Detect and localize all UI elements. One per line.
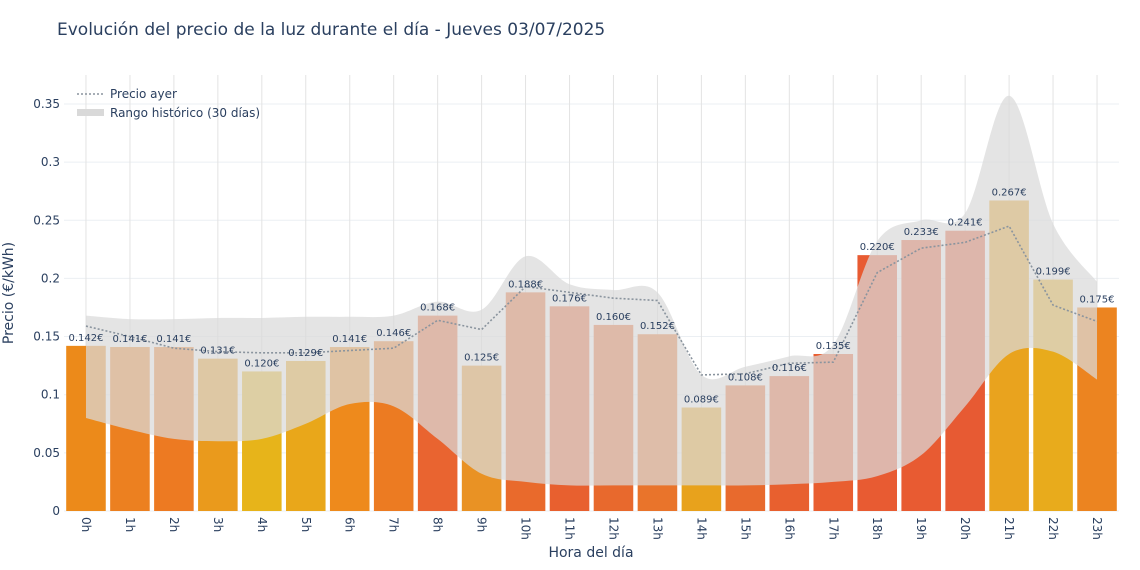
- bar-value-label: 0.131€: [200, 346, 235, 357]
- bar-value-label: 0.089€: [684, 394, 719, 405]
- y-tick-label: 0.3: [41, 155, 60, 169]
- x-tick-label: 16h: [782, 517, 796, 540]
- bar-value-label: 0.176€: [552, 293, 587, 304]
- y-tick-label: 0.25: [33, 213, 60, 227]
- x-tick-label: 0h: [79, 517, 93, 532]
- x-tick-label: 1h: [123, 517, 137, 532]
- x-tick-label: 10h: [519, 517, 533, 540]
- legend[interactable]: Precio ayer Rango histórico (30 días): [77, 87, 260, 120]
- bar-value-label: 0.116€: [772, 363, 807, 374]
- bar-value-label: 0.141€: [332, 334, 367, 345]
- historic-range-band: [85, 95, 1098, 486]
- x-tick-label: 6h: [343, 517, 357, 532]
- x-tick-label: 22h: [1046, 517, 1060, 540]
- x-tick-label: 3h: [211, 517, 225, 532]
- bar-value-label: 0.141€: [156, 334, 191, 345]
- x-tick-label: 9h: [475, 517, 489, 532]
- x-tick-label: 12h: [606, 517, 620, 540]
- bar-labels: 0.142€ 0.141€ 0.141€ 0.131€ 0.120€ 0.129€ 0.14…: [68, 187, 1114, 405]
- bar-value-label: 0.108€: [728, 372, 763, 383]
- x-tick-label: 17h: [826, 517, 840, 540]
- x-axis-title: Hora del día: [548, 545, 633, 561]
- x-tick-label: 2h: [167, 517, 181, 532]
- x-tick-label: 14h: [694, 517, 708, 540]
- bar-value-label: 0.199€: [1036, 267, 1071, 278]
- x-tick-label: 7h: [387, 517, 401, 532]
- bar-value-label: 0.129€: [288, 348, 323, 359]
- x-tick-label: 19h: [914, 517, 928, 540]
- bar-value-label: 0.175€: [1080, 294, 1115, 305]
- y-tick-label: 0.1: [41, 388, 60, 402]
- y-tick-label: 0.05: [33, 446, 60, 460]
- bar-value-label: 0.168€: [420, 303, 455, 314]
- bar-value-label: 0.135€: [816, 341, 851, 352]
- bar-value-label: 0.220€: [860, 242, 895, 253]
- bar-value-label: 0.267€: [992, 187, 1027, 198]
- bar-value-label: 0.188€: [508, 279, 543, 290]
- y-tick-label: 0: [52, 504, 60, 518]
- historic-range-area: [85, 95, 1098, 486]
- legend-band-swatch: [77, 109, 104, 116]
- bar-value-label: 0.233€: [904, 227, 939, 238]
- chart-title: Evolución del precio de la luz durante e…: [57, 20, 606, 40]
- bar-value-label: 0.241€: [948, 218, 983, 229]
- x-tick-label: 20h: [958, 517, 972, 540]
- x-tick-label: 21h: [1002, 517, 1016, 540]
- y-tick-label: 0.35: [33, 97, 60, 111]
- x-tick-label: 23h: [1090, 517, 1104, 540]
- y-tick-label: 0.15: [33, 330, 60, 344]
- x-tick-label: 4h: [255, 517, 269, 532]
- x-tick-label: 8h: [431, 517, 445, 532]
- x-axis: 0h 1h 2h 3h 4h 5h 6h 7h 8h 9h 10h 11h 12h 13h 14h 15h 16…: [79, 517, 1104, 540]
- x-tick-label: 11h: [563, 517, 577, 540]
- y-axis-title: Precio (€/kWh): [1, 242, 17, 344]
- x-tick-label: 13h: [650, 517, 664, 540]
- bar-value-label: 0.146€: [376, 328, 411, 339]
- y-axis: 0 0.05 0.1 0.15 0.2 0.25 0.3 0.35: [33, 97, 60, 518]
- bar-value-label: 0.120€: [244, 358, 279, 369]
- bar-value-label: 0.142€: [68, 333, 103, 344]
- legend-label-precio-ayer: Precio ayer: [110, 87, 177, 101]
- legend-label-rango-historico: Rango histórico (30 días): [110, 106, 260, 120]
- x-tick-label: 5h: [299, 517, 313, 532]
- bar-value-label: 0.160€: [596, 312, 631, 323]
- x-tick-label: 18h: [870, 517, 884, 540]
- y-tick-label: 0.2: [41, 271, 60, 285]
- bar-value-label: 0.125€: [464, 353, 499, 364]
- bar-value-label: 0.141€: [112, 334, 147, 345]
- bar-value-label: 0.152€: [640, 321, 675, 332]
- x-tick-label: 15h: [738, 517, 752, 540]
